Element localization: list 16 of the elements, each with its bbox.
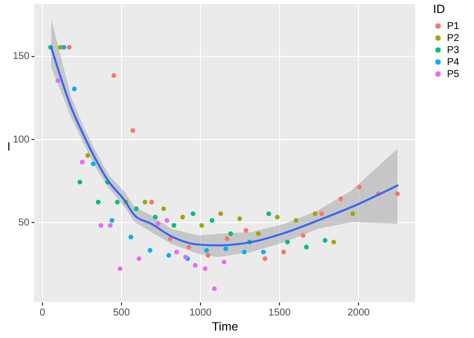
y-tick-label: 100	[12, 134, 30, 146]
legend-title: ID	[433, 2, 446, 16]
legend-label: P3	[447, 45, 460, 56]
y-axis-title: I	[7, 140, 10, 154]
legend-label: P1	[447, 21, 460, 32]
legend-label: P5	[447, 69, 460, 80]
y-tick-label: 150	[12, 51, 30, 62]
x-tick-label: 1000	[189, 308, 212, 318]
x-tick-label: 2000	[347, 308, 370, 318]
legend-label: P4	[447, 57, 460, 68]
legend-label: P2	[447, 33, 460, 44]
x-tick-label: 0	[40, 308, 46, 318]
x-axis-title: Time	[212, 320, 238, 334]
x-tick-label: 1500	[268, 308, 292, 318]
y-tick-label: 50	[18, 218, 30, 229]
x-tick-label: 500	[113, 308, 130, 318]
